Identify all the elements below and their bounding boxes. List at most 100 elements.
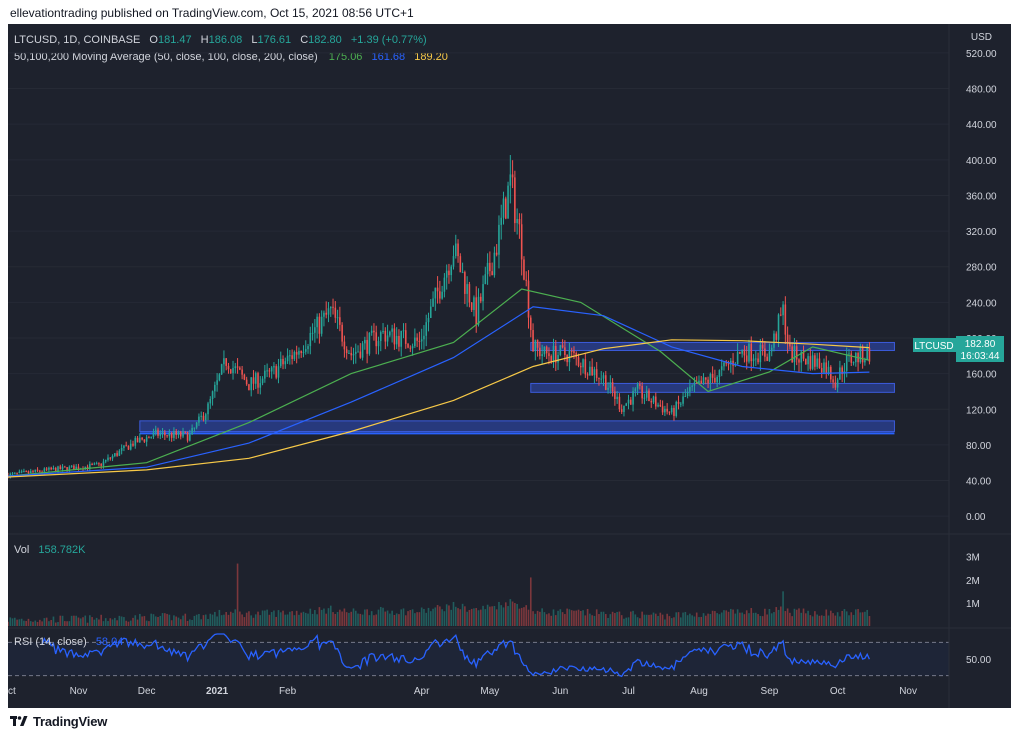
candle-body bbox=[491, 271, 493, 276]
volume-bar bbox=[793, 608, 796, 626]
volume-bar bbox=[91, 617, 93, 626]
candle-body bbox=[291, 355, 293, 359]
volume-bar bbox=[611, 611, 614, 626]
candle-body bbox=[209, 398, 212, 404]
volume-bar bbox=[259, 615, 262, 626]
volume-bar bbox=[223, 614, 225, 626]
candle-body bbox=[393, 328, 396, 345]
volume-bar bbox=[364, 609, 366, 626]
candle-body bbox=[623, 405, 625, 412]
volume-bar bbox=[95, 617, 98, 626]
volume-bar bbox=[504, 602, 507, 626]
candle-body bbox=[14, 472, 16, 474]
candle-body bbox=[852, 362, 855, 364]
volume-bar bbox=[468, 609, 471, 626]
volume-bar bbox=[195, 614, 198, 626]
candle-body bbox=[54, 467, 57, 472]
volume-bar bbox=[239, 611, 241, 626]
candle-body bbox=[568, 350, 571, 363]
candle-body bbox=[841, 367, 843, 375]
volume-bar bbox=[748, 613, 750, 626]
volume-bar bbox=[852, 614, 855, 626]
candle-body bbox=[659, 404, 662, 407]
time-axis[interactable]: Oct Nov Dec 2021 Feb Apr May Jun Jul Aug Sep Oct Nov bbox=[8, 686, 917, 697]
candle-body bbox=[16, 472, 18, 474]
volume-bar bbox=[16, 619, 18, 626]
candle-body bbox=[18, 471, 21, 474]
volume-bar bbox=[593, 615, 596, 626]
volume-bar bbox=[61, 615, 64, 626]
candle-body bbox=[650, 401, 653, 403]
volume-bar bbox=[386, 610, 389, 626]
volume-bar bbox=[602, 611, 605, 626]
volume-bar bbox=[400, 609, 403, 626]
candle-body bbox=[773, 333, 775, 348]
volume-bar bbox=[459, 609, 462, 626]
volume-bar bbox=[148, 621, 150, 626]
candle-body bbox=[616, 396, 618, 400]
volume-bar bbox=[659, 612, 662, 626]
candle-body bbox=[604, 375, 607, 390]
time-tick-label: Feb bbox=[279, 686, 297, 697]
candle-body bbox=[573, 351, 575, 353]
candle-body bbox=[134, 437, 137, 446]
volume-bar bbox=[700, 616, 703, 626]
volume-bar bbox=[509, 599, 512, 626]
volume-bar bbox=[841, 610, 843, 626]
candle-body bbox=[466, 284, 468, 294]
volume-bar bbox=[350, 611, 353, 626]
volume-bar bbox=[202, 615, 205, 626]
candle-body bbox=[309, 332, 312, 347]
candle-body bbox=[184, 431, 187, 433]
candle-body bbox=[770, 347, 773, 352]
volume-bar bbox=[709, 614, 712, 626]
candle-body bbox=[366, 339, 368, 354]
volume-bar bbox=[525, 605, 528, 626]
candle-body bbox=[125, 445, 127, 447]
volume-bar bbox=[79, 618, 82, 626]
candle-body bbox=[582, 359, 584, 368]
candle-body bbox=[727, 363, 730, 365]
volume-bar bbox=[704, 615, 707, 626]
volume-bar bbox=[291, 611, 293, 626]
volume-bar bbox=[711, 610, 714, 626]
volume-bar bbox=[229, 611, 232, 626]
volume-bar bbox=[782, 591, 784, 626]
volume-bar bbox=[636, 617, 639, 626]
volume-bar bbox=[214, 611, 216, 626]
volume-bar bbox=[425, 612, 428, 626]
volume-bar bbox=[843, 609, 846, 626]
candle-body bbox=[759, 344, 762, 363]
rsi-tick-label: 50.00 bbox=[966, 655, 991, 666]
candle-body bbox=[254, 373, 257, 384]
candle-body bbox=[666, 408, 668, 412]
price-zone bbox=[530, 382, 895, 393]
candle-body bbox=[270, 367, 273, 372]
price-chart[interactable]: LTCUSD, 1D, COINBASE O181.47 H186.08 L17… bbox=[8, 24, 1011, 708]
candle-body bbox=[318, 316, 321, 334]
candle-body bbox=[827, 366, 830, 375]
candle-body bbox=[261, 378, 264, 384]
volume-bar bbox=[389, 613, 391, 626]
candle-body bbox=[275, 366, 278, 378]
volume-bar bbox=[454, 606, 457, 626]
candle-body bbox=[227, 365, 230, 370]
candle-body bbox=[811, 355, 814, 369]
volume-bar bbox=[457, 608, 459, 626]
candle-body bbox=[700, 380, 703, 384]
legend-high: 186.08 bbox=[209, 34, 243, 46]
time-tick-label: May bbox=[480, 686, 499, 697]
volume-bar bbox=[757, 614, 759, 626]
volume-bar bbox=[193, 615, 196, 626]
price-axis[interactable]: 0.0040.0080.00120.00160.00200.00240.0028… bbox=[966, 49, 997, 523]
volume-bar bbox=[279, 612, 282, 626]
candle-body bbox=[432, 298, 434, 307]
volume-bar bbox=[11, 618, 14, 626]
candle-body bbox=[45, 468, 48, 470]
candle-body bbox=[566, 355, 568, 363]
candle-body bbox=[23, 471, 25, 473]
volume-bar bbox=[125, 620, 127, 626]
volume-bar bbox=[495, 609, 498, 626]
volume-bar bbox=[664, 619, 666, 626]
volume-bar bbox=[616, 611, 618, 626]
